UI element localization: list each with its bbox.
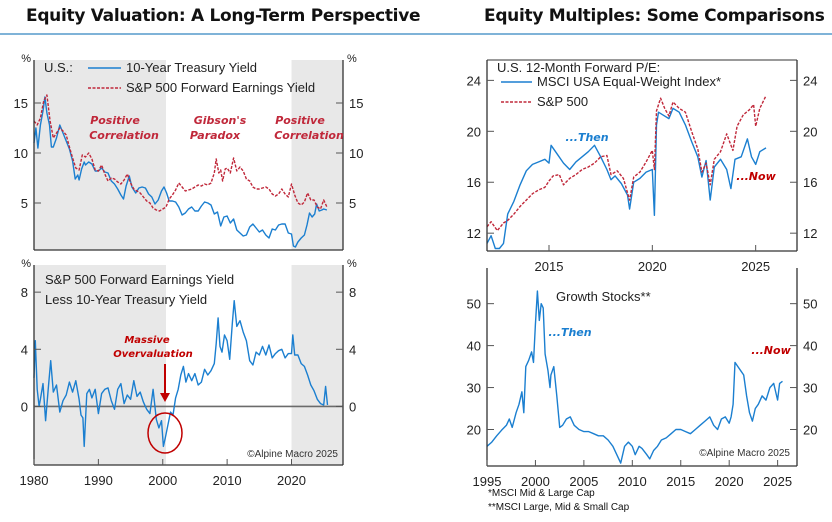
chart-yield_gap [33,265,344,466]
x-tick-label: 2005 [569,474,598,489]
annotation-positive-correlation-1: Positive [90,114,140,127]
chart-title-growth: Growth Stocks** [556,289,651,304]
y-tick-label-right: 15 [349,96,363,111]
y-tick-label-left: 24 [467,73,481,88]
y-tick-label-right: 24 [803,73,817,88]
y-tick-label-left: 40 [467,339,481,354]
shaded-region [34,265,166,465]
shaded-region [291,265,343,465]
y-tick-label-left: 12 [467,226,481,241]
y-tick-label-right: 40 [803,339,817,354]
y-unit-label-left: % [21,53,31,65]
x-tick-label: 2015 [535,259,564,274]
annotation-arrowhead [160,393,170,402]
y-tick-label-left: 50 [467,297,481,312]
title-underline-left [0,33,416,35]
y-tick-label-left: 15 [14,96,28,111]
annotation-massive-overvaluation: Overvaluation [113,349,193,360]
footnote-2: **MSCI Large, Mid & Small Cap [488,502,630,513]
series-line-growth-stocks- [486,290,783,464]
chart-growth_pe [486,268,798,467]
x-tick-label: 2020 [277,473,306,488]
y-unit-label-right: % [347,53,357,65]
footnote-1: *MSCI Mid & Large Cap [488,488,595,499]
series-line-msci-usa-equal-weight-index- [486,107,767,250]
legend-label-treasury: 10-Year Treasury Yield [126,60,257,75]
annotation-then: ...Then [548,326,591,339]
y-tick-label-right: 16 [803,175,817,190]
x-tick-label: 1990 [84,473,113,488]
y-tick-label-left: 10 [14,146,28,161]
annotation-circle [147,412,183,454]
x-tick-label: 2025 [763,474,792,489]
chart-forward_pe [486,59,798,252]
y-tick-label-left: 16 [467,175,481,190]
x-tick-label: 2020 [715,474,744,489]
x-tick-label: 2020 [638,259,667,274]
annotation-positive-correlation-2: Positive [275,114,325,127]
y-tick-label-left: 5 [21,196,28,211]
annotation-massive-overvaluation: Massive [124,335,170,346]
legend-label-equal-weight: MSCI USA Equal-Weight Index* [537,74,721,89]
x-tick-label: 2000 [148,473,177,488]
shaded-region [291,60,343,250]
x-tick-label: 1995 [473,474,502,489]
y-tick-label-right: 50 [803,297,817,312]
y-tick-label-right: 8 [349,285,356,300]
y-tick-label-right: 10 [349,146,363,161]
y-tick-label-left: 8 [21,285,28,300]
chart-title-forward-pe: U.S. 12-Month Forward P/E: [497,60,660,75]
annotation-now: ...Now [751,344,791,357]
legend-label-sp500: S&P 500 [537,94,588,109]
legend-region-label: U.S.: [44,60,73,75]
annotation-now: ...Now [736,170,776,183]
y-tick-label-right: 5 [349,196,356,211]
shaded-region [34,60,166,250]
y-tick-label-right: 20 [803,423,817,438]
annotation-gibsons-paradox: Gibson's [194,114,247,127]
y-tick-label-right: 0 [349,399,356,414]
series-line-10-year-treasury-yield [33,96,328,248]
y-tick-label-right: 12 [803,226,817,241]
y-tick-label-right: 4 [349,342,356,357]
legend-label-earnings-yield: S&P 500 Forward Earnings Yield [126,80,315,95]
x-tick-label: 2015 [666,474,695,489]
x-tick-label: 2025 [741,259,770,274]
annotation-positive-correlation-2: Correlation [274,129,344,142]
y-tick-label-left: 20 [467,423,481,438]
credit-label: ©Alpine Macro 2025 [247,449,338,460]
chart-title-yield-gap: S&P 500 Forward Earnings Yield [45,272,234,287]
series-line-s-p-500 [486,95,767,232]
annotation-then: ...Then [565,131,608,144]
credit-label: ©Alpine Macro 2025 [699,448,790,459]
title-underline-right [416,33,832,35]
y-tick-label-right: 30 [803,381,817,396]
x-tick-label: 2010 [213,473,242,488]
annotation-gibsons-paradox: Paradox [190,129,241,142]
y-tick-label-left: 20 [467,124,481,139]
right-panel-title: Equity Multiples: Some Comparisons [484,6,825,26]
y-tick-label-left: 30 [467,381,481,396]
x-tick-label: 2000 [521,474,550,489]
series-line-yield-gap [33,300,329,448]
y-unit-label-right: % [347,258,357,270]
y-tick-label-left: 4 [21,342,28,357]
y-unit-label-left: % [21,258,31,270]
annotation-positive-correlation-1: Correlation [89,129,159,142]
y-tick-label-right: 20 [803,124,817,139]
y-tick-label-left: 0 [21,399,28,414]
chart-title-yield-gap: Less 10-Year Treasury Yield [45,292,207,307]
x-tick-label: 1980 [20,473,49,488]
series-line-s-p-500-forward-earnings-yield [33,94,328,212]
x-tick-label: 2010 [618,474,647,489]
left-panel-title: Equity Valuation: A Long-Term Perspectiv… [26,6,421,26]
chart-yields [33,60,344,251]
